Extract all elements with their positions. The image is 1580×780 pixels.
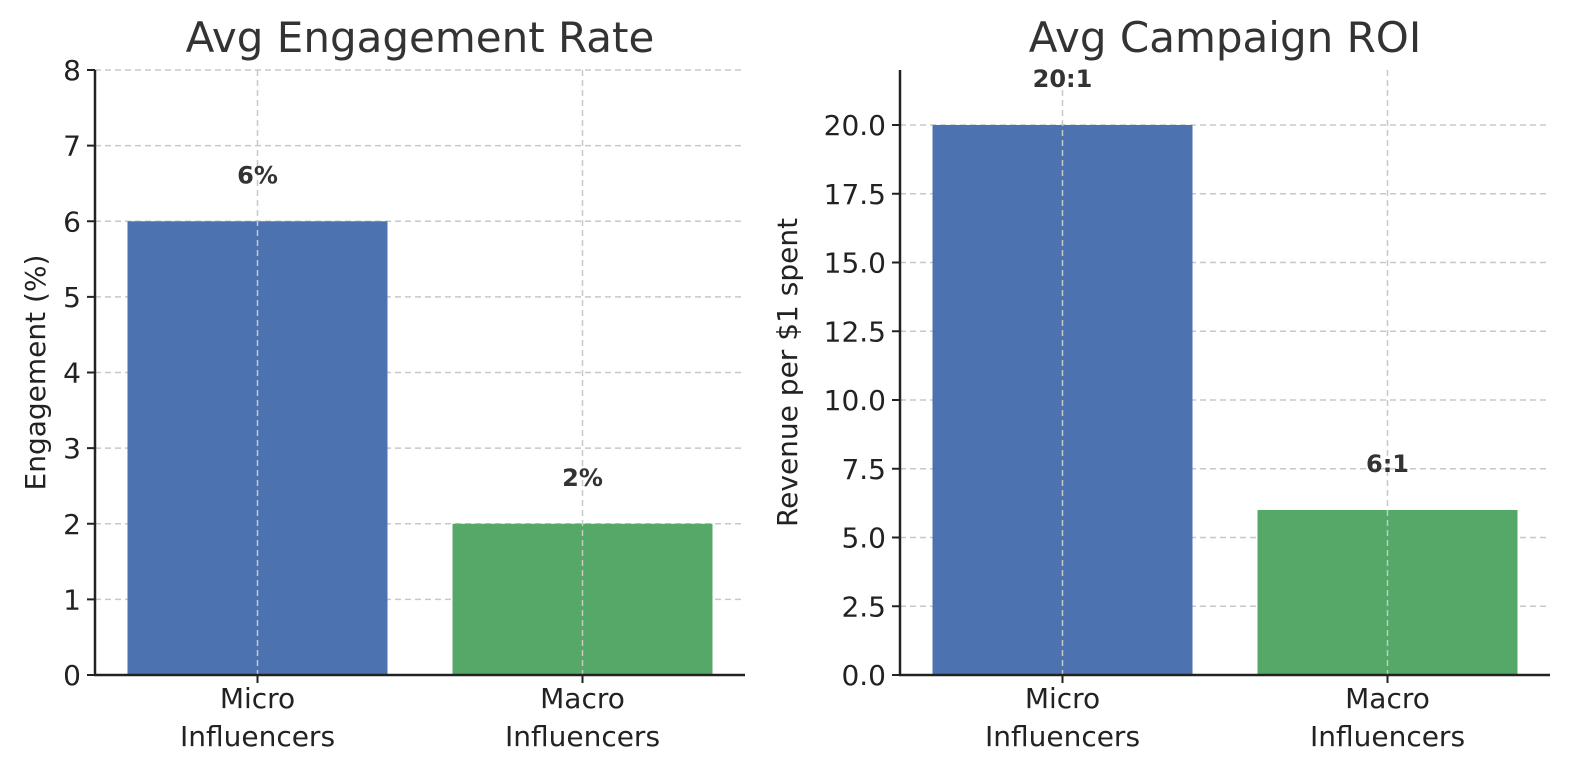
y-tick-label: 6 [63,205,81,238]
y-tick-label: 10.0 [824,384,886,417]
x-tick-label-2: Macro Influencers [505,682,660,753]
chart-title: Avg Engagement Rate [186,13,655,62]
x-tick-label-line: Influencers [1310,720,1465,753]
x-tick-label-line: Influencers [985,720,1140,753]
chart-panel-1: 6% 2% 0 1 2 3 4 5 6 7 8 Micro Influencers Macro Influe… [19,13,745,753]
x-tick-label-line: Influencers [180,720,335,753]
y-axis-label: Revenue per $1 spent [771,218,804,527]
x-tick-label-line: Macro [540,682,625,715]
x-tick-label-1: Micro Influencers [180,682,335,753]
y-tick-label: 3 [63,432,81,465]
x-tick-label-line: Micro [1025,682,1100,715]
y-tick-label: 5 [63,281,81,314]
y-tick-label: 7.5 [841,453,886,486]
x-tick-label-line: Micro [220,682,295,715]
x-tick-label-1: Micro Influencers [985,682,1140,753]
y-tick-label: 12.5 [824,315,886,348]
bar-1 [127,221,388,675]
x-tick-label-line: Macro [1345,682,1430,715]
y-tick-label: 15.0 [824,247,886,280]
y-tick-label: 0.0 [841,659,886,692]
chart-panel-2: 20:1 6:1 0.0 2.5 5.0 7.5 10.0 12.5 15.0 17.5 20.0 M… [771,13,1550,753]
y-tick-label: 1 [63,583,81,616]
x-tick-label-2: Macro Influencers [1310,682,1465,753]
y-tick-label: 5.0 [841,522,886,555]
y-tick-label: 17.5 [824,178,886,211]
y-tick-label: 2.5 [841,590,886,623]
bar-2 [452,523,713,675]
chart-title: Avg Campaign ROI [1029,13,1421,62]
data-label-2: 2% [562,464,603,492]
x-tick-label-line: Influencers [505,720,660,753]
y-tick-label: 2 [63,508,81,541]
y-tick-label: 4 [63,357,81,390]
y-tick-label: 7 [63,130,81,163]
data-label-2: 6:1 [1366,450,1409,478]
y-tick-label: 20.0 [824,109,886,142]
y-axis-label: Engagement (%) [19,255,52,491]
y-tick-label: 8 [63,54,81,87]
y-tick-label: 0 [63,659,81,692]
data-label-1: 20:1 [1033,65,1093,93]
data-label-1: 6% [237,161,278,189]
